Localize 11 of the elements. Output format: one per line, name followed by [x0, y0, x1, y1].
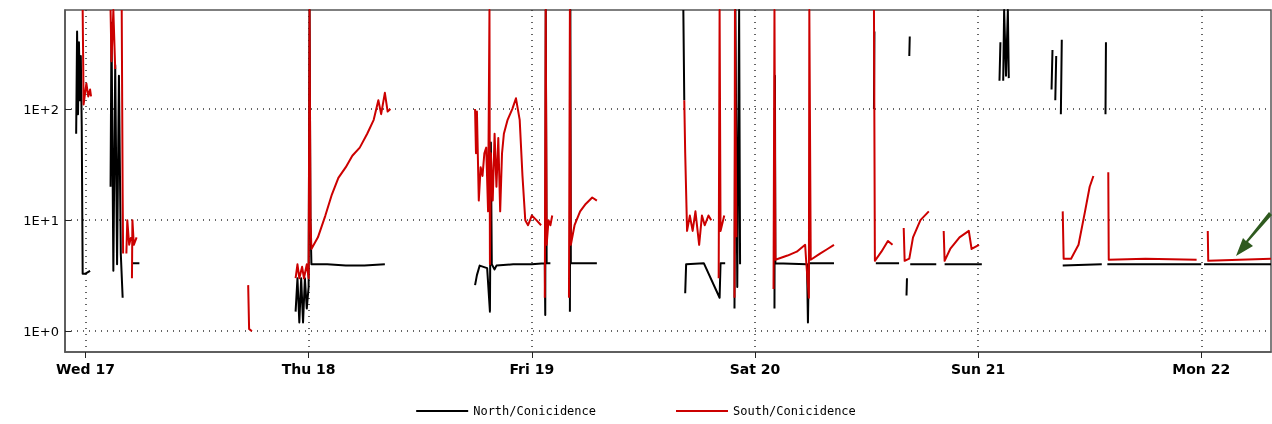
- legend-label: North/Conicidence: [473, 404, 597, 418]
- x-tick-label: Wed 17: [56, 361, 115, 377]
- x-tick-label: Sat 20: [729, 361, 781, 377]
- y-tick-label: 1E+2: [23, 101, 59, 117]
- x-tick-label: Mon 22: [1172, 361, 1231, 377]
- x-tick-label: Sun 21: [950, 361, 1006, 377]
- x-tick-label: Fri 19: [509, 361, 555, 377]
- y-tick-label: 1E+0: [23, 323, 59, 339]
- x-tick-label: Thu 18: [281, 361, 336, 377]
- y-tick-label: 1E+1: [23, 212, 59, 228]
- legend-label: South/Conicidence: [733, 404, 856, 418]
